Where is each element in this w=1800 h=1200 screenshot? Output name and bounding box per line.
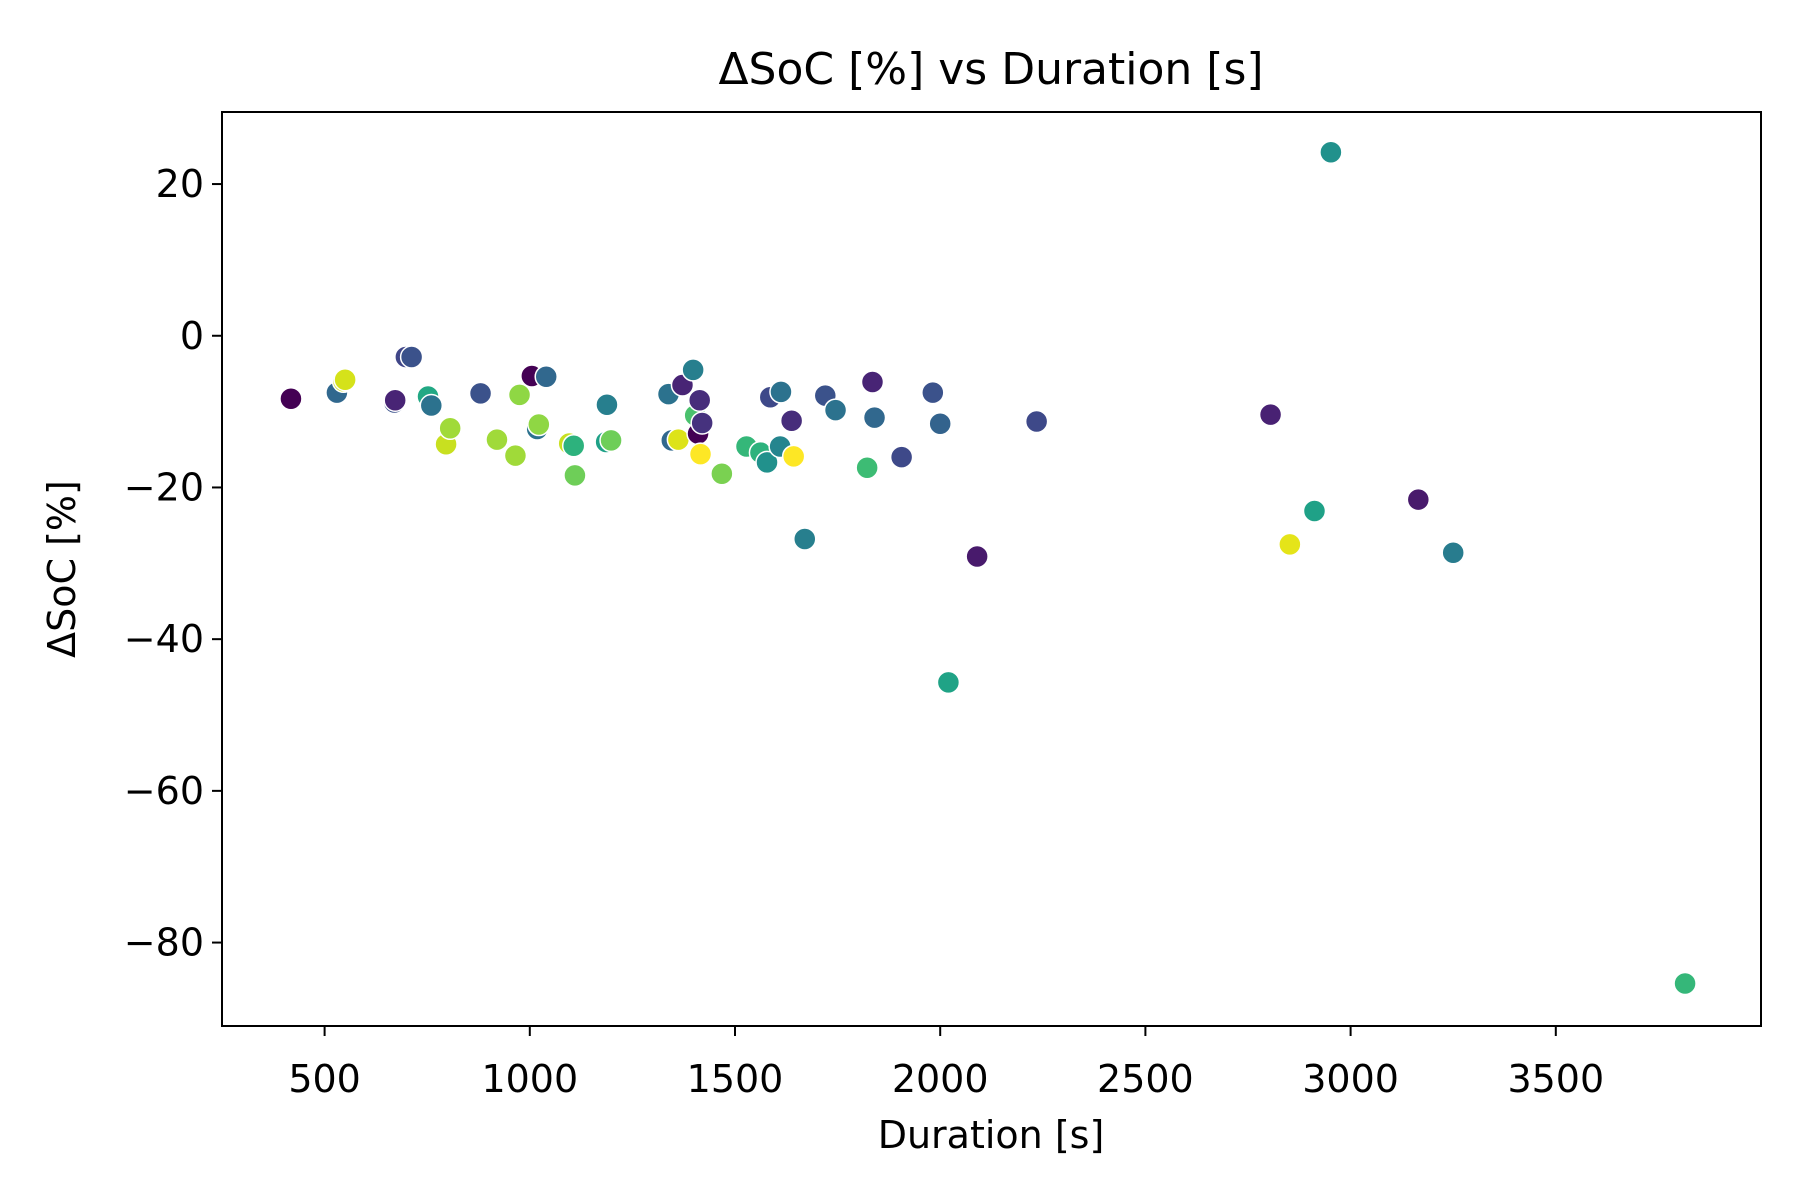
scatter-point [860,370,885,394]
scatter-point [928,411,952,436]
x-tick-label: 2500 [1097,1057,1194,1101]
scatter-point [333,368,357,392]
scatter-point [862,405,887,430]
scatter-point [1024,409,1049,434]
x-axis-label: Duration [s] [878,1113,1105,1157]
scatter-point [1673,971,1697,996]
x-tick-label: 2000 [892,1057,989,1101]
scatter-point [1441,540,1465,565]
x-tick-label: 3500 [1507,1057,1604,1101]
scatter-point [823,398,848,422]
scatter-point [1302,499,1327,523]
y-tick-label: −40 [124,617,204,661]
y-tick-label: −20 [124,465,204,509]
scatter-point [793,527,817,551]
scatter-point [534,364,558,389]
y-tick-label: −60 [124,769,204,813]
y-axis-label: ΔSoC [%] [40,480,84,658]
scatter-point [527,412,551,437]
scatter-point [755,450,779,475]
scatter-point [688,442,713,466]
scatter-point [503,443,528,468]
scatter-point [595,393,619,417]
scatter-point [936,670,961,695]
scatter-point [1319,140,1343,164]
x-tick-label: 1500 [687,1057,784,1101]
scatter-point [468,381,493,406]
y-tick-label: −80 [124,921,204,965]
x-tick-label: 3000 [1302,1057,1399,1101]
scatter-point [965,544,989,569]
scatter-point [1406,487,1431,512]
scatter-point [438,416,462,441]
scatter-point [279,386,303,411]
x-tick-label: 500 [288,1057,361,1101]
x-tick-label: 1000 [481,1057,578,1101]
scatter-point [1278,532,1302,557]
chart-title: ΔSoC [%] vs Duration [s] [718,44,1263,95]
scatter-point [563,463,587,488]
scatter-point [855,455,879,480]
scatter-point [419,393,444,418]
scatter-point [769,380,793,404]
points-layer [279,140,1697,996]
y-tick-label: 0 [180,314,204,358]
scatter-point [383,388,407,412]
plot-frame [221,111,1762,1027]
scatter-point [399,345,424,369]
scatter-point [599,428,623,453]
scatter-point [507,383,532,407]
scatter-point [681,358,705,382]
ticks-layer: 500 1000 1500 2000 2500 3000 3500 20 0 −20 −40 −60 −… [124,162,1604,1101]
scatter-point [666,427,691,452]
scatter-point [1258,402,1283,427]
scatter-point [690,411,714,435]
scatter-point [889,445,914,469]
scatter-point [921,380,945,405]
scatter-point [485,427,509,452]
scatter-point [781,444,806,469]
scatter-point [687,388,712,412]
scatter-point [779,408,804,433]
y-tick-label: 20 [156,162,204,206]
scatter-point [710,462,734,486]
scatter-point [561,433,586,458]
